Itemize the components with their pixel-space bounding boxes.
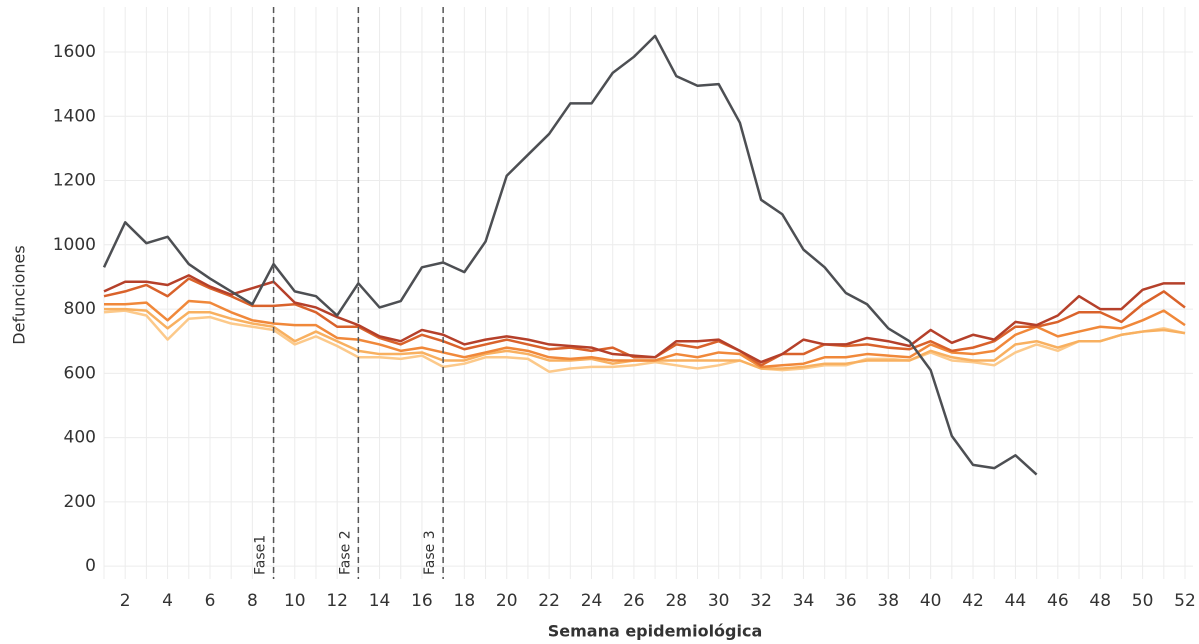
x-axis-title: Semana epidemiológica bbox=[548, 622, 763, 641]
x-tick-label: 36 bbox=[835, 591, 857, 611]
x-tick-label: 4 bbox=[162, 591, 173, 611]
x-tick-label: 2 bbox=[120, 591, 131, 611]
y-tick-label: 800 bbox=[64, 299, 96, 319]
x-tick-label: 38 bbox=[877, 591, 899, 611]
y-tick-label: 200 bbox=[64, 492, 96, 512]
x-tick-label: 52 bbox=[1174, 591, 1196, 611]
series-line bbox=[103, 274, 1185, 364]
x-tick-label: 10 bbox=[284, 591, 306, 611]
y-tick-label: 1600 bbox=[53, 42, 96, 62]
y-tick-label: 0 bbox=[85, 556, 96, 576]
y-tick-label: 600 bbox=[64, 363, 96, 383]
x-tick-label: 50 bbox=[1132, 591, 1154, 611]
x-tick-label: 6 bbox=[205, 591, 216, 611]
x-tick-label: 22 bbox=[538, 591, 560, 611]
x-tick-label: 42 bbox=[962, 591, 984, 611]
x-tick-label: 26 bbox=[623, 591, 645, 611]
y-tick-label: 400 bbox=[64, 428, 96, 448]
x-tick-label: 14 bbox=[369, 591, 391, 611]
phase-label: Fase1 bbox=[253, 535, 269, 575]
x-tick-label: 48 bbox=[1089, 591, 1111, 611]
x-tick-label: 32 bbox=[750, 591, 772, 611]
y-axis-title: Defunciones bbox=[10, 245, 29, 344]
x-tick-label: 28 bbox=[665, 591, 687, 611]
x-tick-label: 8 bbox=[247, 591, 258, 611]
phase-label: Fase 3 bbox=[422, 530, 438, 575]
series-line bbox=[103, 309, 1186, 373]
y-tick-label: 1000 bbox=[53, 235, 96, 255]
x-tick-label: 24 bbox=[581, 591, 603, 611]
x-tick-label: 30 bbox=[708, 591, 730, 611]
x-tick-label: 20 bbox=[496, 591, 518, 611]
y-tick-label: 1400 bbox=[53, 106, 96, 126]
phase-label: Fase 2 bbox=[337, 530, 353, 575]
x-tick-label: 18 bbox=[454, 591, 476, 611]
x-tick-label: 12 bbox=[326, 591, 348, 611]
x-tick-label: 16 bbox=[411, 591, 433, 611]
series-line bbox=[104, 299, 1186, 369]
x-tick-label: 44 bbox=[1005, 591, 1027, 611]
x-tick-label: 40 bbox=[920, 591, 942, 611]
series-line bbox=[102, 34, 1038, 476]
x-tick-label: 46 bbox=[1047, 591, 1069, 611]
x-tick-label: 34 bbox=[793, 591, 815, 611]
y-tick-label: 1200 bbox=[53, 171, 96, 191]
